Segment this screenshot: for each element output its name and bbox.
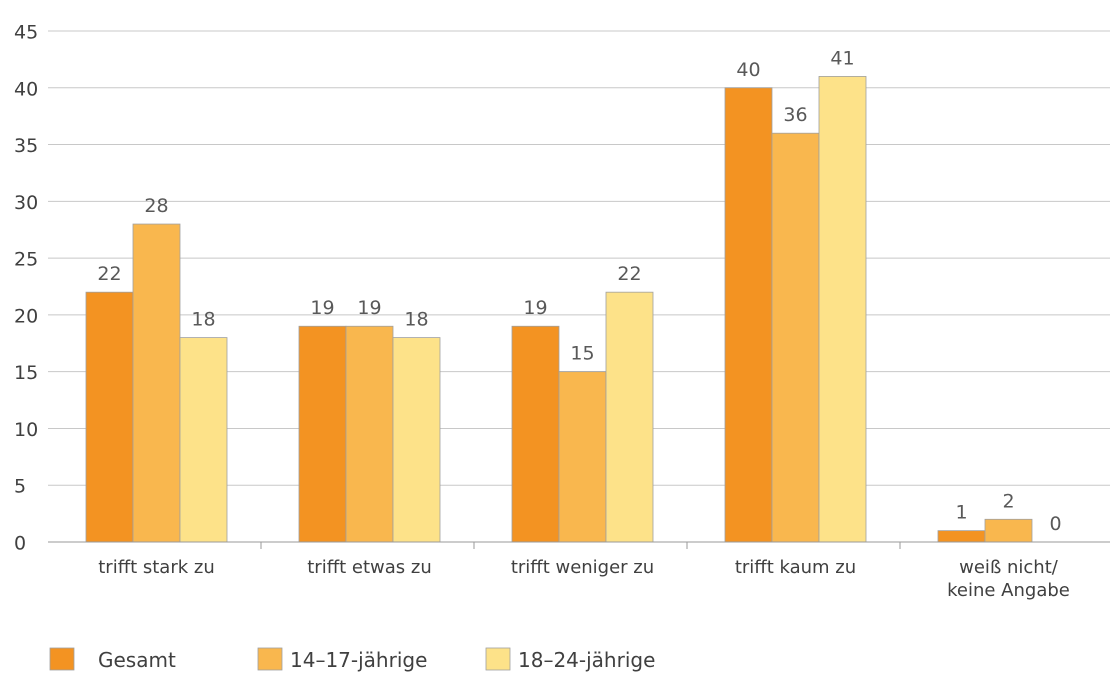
bars [85, 76, 1033, 543]
legend-label: Gesamt [98, 648, 176, 672]
bar [511, 325, 560, 543]
data-label: 1 [955, 502, 967, 524]
data-label: 36 [783, 104, 807, 126]
y-tick-label: 20 [14, 305, 38, 327]
legend-label: 18–24-jährige [518, 648, 655, 672]
y-tick-label: 25 [14, 249, 38, 271]
y-tick-label: 45 [14, 22, 38, 44]
bar [132, 223, 181, 543]
y-tick-label: 30 [14, 192, 38, 214]
data-label: 28 [144, 195, 168, 217]
bar [724, 87, 773, 543]
x-axis: trifft stark zu trifft etwas zu trifft wen… [48, 541, 1110, 601]
bar [984, 518, 1033, 543]
bar [392, 337, 441, 543]
data-label: 2 [1002, 490, 1014, 512]
data-label: 19 [310, 297, 334, 319]
x-tick-label: trifft kaum zu [735, 557, 856, 578]
bar [558, 371, 607, 543]
data-label: 41 [830, 47, 854, 69]
data-label: 0 [1049, 513, 1061, 535]
x-tick-label: trifft weniger zu [511, 557, 654, 578]
data-label: 18 [191, 309, 215, 331]
bar [179, 337, 228, 543]
x-tick-label: weiß nicht/ [959, 557, 1059, 578]
y-tick-label: 15 [14, 362, 38, 384]
data-label: 22 [97, 263, 121, 285]
legend-swatch [257, 647, 283, 671]
legend-label: 14–17-jährige [290, 648, 427, 672]
bar [818, 76, 867, 543]
data-label: 18 [404, 309, 428, 331]
data-labels: 22 28 18 19 19 18 19 15 22 40 36 41 1 2 0 [97, 47, 1061, 535]
bar [298, 325, 347, 543]
data-label: 15 [570, 343, 594, 365]
data-label: 40 [736, 59, 760, 81]
data-label: 19 [523, 297, 547, 319]
bar [771, 132, 820, 543]
y-tick-label: 5 [14, 476, 26, 498]
legend-swatch [49, 647, 75, 671]
legend: Gesamt 14–17-jährige 18–24-jährige [49, 647, 655, 672]
y-tick-label: 35 [14, 135, 38, 157]
bar [605, 291, 654, 543]
bar [85, 291, 134, 543]
y-tick-label: 10 [14, 419, 38, 441]
data-label: 19 [357, 297, 381, 319]
x-tick-label: trifft stark zu [98, 557, 215, 578]
legend-swatch [485, 647, 511, 671]
y-axis-ticks: 0 5 10 15 20 25 30 35 40 45 [14, 22, 38, 555]
bar [345, 325, 394, 543]
y-tick-label: 40 [14, 78, 38, 100]
data-label: 22 [617, 263, 641, 285]
y-tick-label: 0 [14, 533, 26, 555]
x-tick-label: trifft etwas zu [307, 557, 431, 578]
bar [937, 530, 986, 543]
x-tick-label: keine Angabe [947, 580, 1070, 601]
